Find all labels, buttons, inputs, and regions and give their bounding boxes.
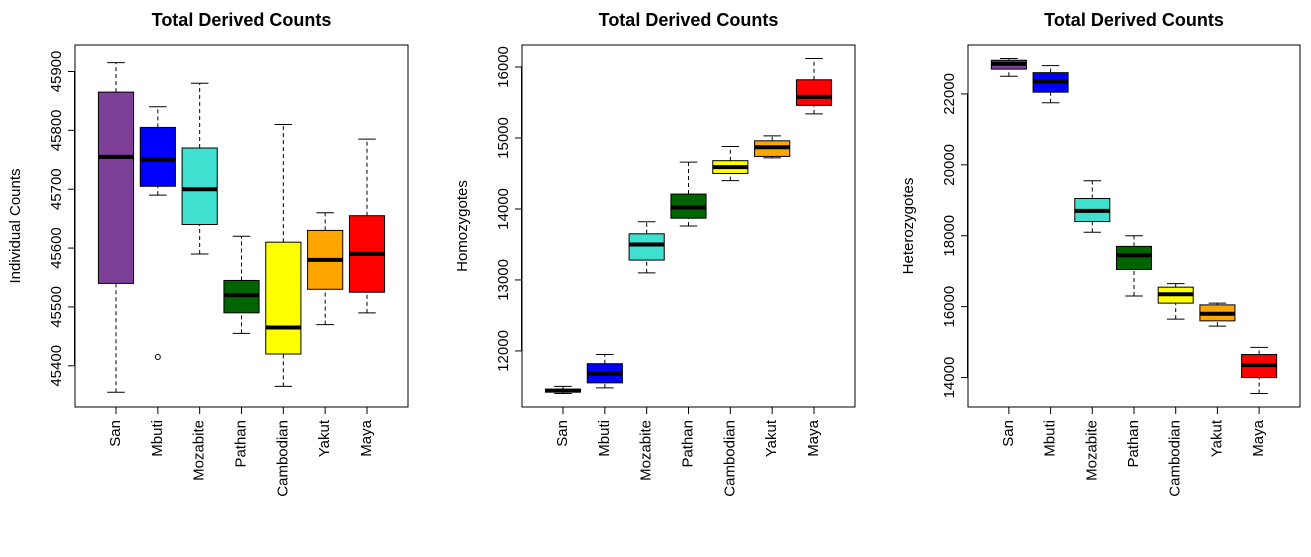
y-tick-label: 15000 [495,117,512,159]
x-tick-label: Cambodian [274,420,291,497]
plot-frame [967,44,1301,408]
x-tick-label: San [554,420,571,447]
x-tick-label: Mozabite [638,420,655,481]
box [265,241,302,355]
y-tick-label: 13000 [495,259,512,301]
y-tick-label: 45800 [48,109,65,151]
y-tick-label: 45500 [48,286,65,328]
outlier [154,353,161,360]
x-tick-label: Maya [805,419,822,456]
x-tick-label: San [1000,420,1017,447]
y-tick-label: 12000 [495,330,512,372]
x-tick-label: San [107,420,124,447]
plot-frame [521,44,856,408]
x-tick-label: Mbuti [1042,420,1059,457]
chart-title: Total Derived Counts [599,10,779,30]
x-tick-label: Mbuti [596,420,613,457]
y-axis-label: Individual Counts [7,168,24,283]
box [628,233,665,261]
y-tick-label: 45900 [48,51,65,93]
x-tick-label: Maya [358,419,375,456]
y-tick-label: 45700 [48,168,65,210]
plot-frame [74,44,409,408]
y-tick-label: 14000 [495,188,512,230]
box [181,147,218,226]
y-tick-label: 16000 [495,46,512,88]
y-tick-label: 45400 [48,345,65,387]
box [139,126,176,187]
y-tick-label: 45600 [48,227,65,269]
x-tick-label: Pathan [679,420,696,468]
y-tick-label: 14000 [941,357,958,399]
x-tick-label: Mozabite [1083,420,1100,481]
chart-title: Total Derived Counts [1044,10,1224,30]
x-tick-label: Maya [1250,419,1267,456]
y-tick-label: 16000 [941,286,958,328]
y-axis-label: Homozygotes [454,180,471,272]
x-tick-label: Yakut [763,419,780,457]
x-tick-label: Mozabite [191,420,208,481]
y-axis-label: Heterozygotes [900,178,917,275]
chart-title: Total Derived Counts [152,10,332,30]
y-tick-label: 20000 [941,144,958,186]
y-tick-label: 22000 [941,73,958,115]
x-tick-label: Mbuti [149,420,166,457]
x-tick-label: Yakut [316,419,333,457]
x-tick-label: Pathan [1125,420,1142,468]
box [97,91,135,284]
x-tick-label: Cambodian [721,420,738,497]
y-tick-label: 18000 [941,215,958,257]
x-tick-label: Cambodian [1167,420,1184,497]
x-tick-label: Pathan [232,420,249,468]
box [795,79,833,106]
box [1115,245,1153,270]
x-tick-label: Yakut [1208,419,1225,457]
